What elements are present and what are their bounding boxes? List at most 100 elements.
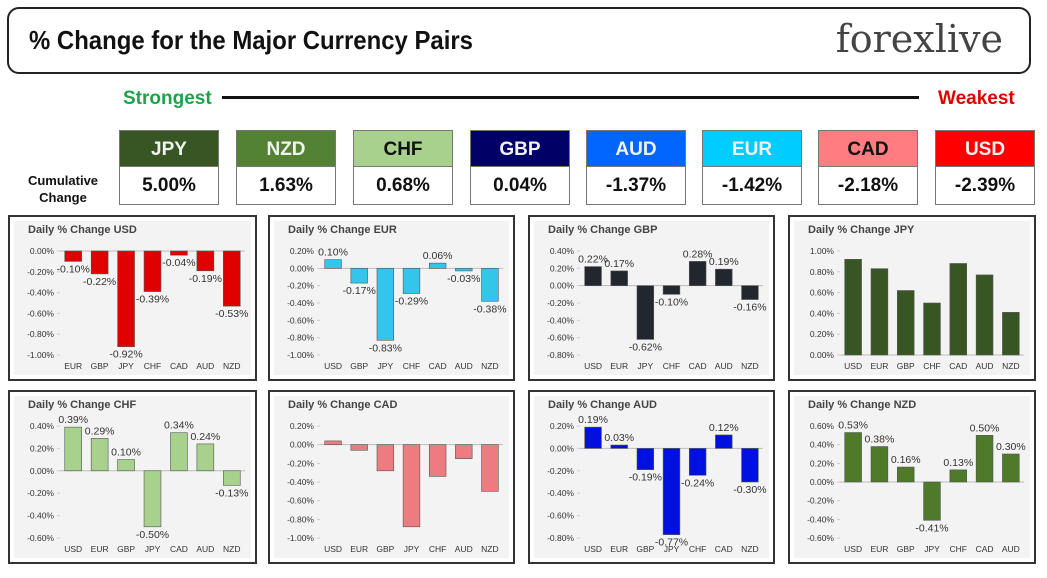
x-tick-label: USD [844,361,862,371]
value-label: 0.53% [838,420,868,432]
currency-box: USD -2.39% [935,130,1035,205]
bar [975,435,994,483]
bar [350,444,368,451]
y-tick-label: -0.60% [27,533,54,543]
x-tick-label: CAD [689,361,707,371]
y-tick-label: -0.80% [547,533,574,543]
bar [584,426,602,449]
y-tick-label: 0.20% [290,421,315,431]
x-tick-label: CHF [403,361,420,371]
bar [844,259,862,356]
value-label: 0.03% [604,432,634,444]
currency-code: JPY [119,130,219,167]
value-label: 0.10% [111,447,141,459]
currency-box: CAD -2.18% [818,130,918,205]
bar [64,426,82,472]
bar [584,266,602,286]
currency-code: GBP [470,130,570,167]
y-tick-label: -0.20% [27,488,54,498]
value-label: 0.06% [423,250,453,262]
x-tick-label: JPY [378,361,394,371]
x-tick-label: CHF [923,361,940,371]
bar [196,250,215,272]
y-tick-label: -1.00% [27,350,54,360]
y-tick-label: 0.80% [810,267,835,277]
y-tick-label: -0.20% [287,281,314,291]
y-tick-label: -0.80% [27,329,54,339]
bar [428,262,447,269]
value-label: 0.29% [85,425,115,437]
x-tick-label: CAD [429,361,447,371]
value-label: -0.13% [215,487,248,499]
value-label: 0.19% [709,256,739,268]
x-tick-label: JPY [638,361,654,371]
bar [170,250,188,256]
plot-background [274,396,509,558]
value-label: -0.10% [655,296,688,308]
value-label: 0.50% [970,422,1000,434]
bar [1002,312,1020,356]
x-tick-label: AUD [976,361,994,371]
y-tick-label: -1.00% [287,350,314,360]
y-tick-label: 0.40% [810,308,835,318]
logo: forexlive [835,17,1003,61]
chart-title: Daily % Change AUD [548,399,657,411]
y-tick-label: -0.40% [287,298,314,308]
x-tick-label: CHF [663,361,680,371]
value-label: -0.29% [395,295,428,307]
weakest-label: Weakest [938,88,1015,109]
bar [636,285,655,340]
bar [870,268,889,356]
bar [923,481,941,521]
bar [949,469,967,483]
x-tick-label: CHF [950,544,967,554]
chart-title: Daily % Change JPY [808,224,915,236]
bar [636,448,655,470]
y-tick-label: -0.60% [287,315,314,325]
x-tick-label: EUR [91,544,109,554]
value-label: 0.10% [318,247,348,259]
bar [143,250,162,292]
chart-title: Daily % Change GBP [548,224,657,236]
x-tick-label: NZD [223,361,240,371]
x-tick-label: AUD [455,361,473,371]
y-tick-label: 0.00% [290,263,315,273]
value-label: 0.38% [865,434,895,446]
chart-title: Daily % Change EUR [288,224,397,236]
bar [428,444,447,477]
value-label: 0.22% [578,254,608,266]
currency-change: -1.37% [586,167,686,205]
value-label: -0.04% [162,257,195,269]
strongest-label: Strongest [123,88,212,109]
y-tick-label: 0.20% [290,246,315,256]
x-tick-label: EUR [64,361,82,371]
y-tick-label: -1.00% [287,533,314,543]
currency-change: 0.68% [353,167,453,205]
x-tick-label: NZD [481,361,498,371]
value-label: -0.38% [473,303,506,315]
x-tick-label: EUR [350,544,368,554]
x-tick-label: JPY [118,361,134,371]
plot-background [534,396,769,558]
bar [897,466,915,483]
currency-code: CHF [353,130,453,167]
y-tick-label: 0.00% [290,440,315,450]
bar [662,285,681,295]
value-label: -0.17% [343,285,376,297]
value-label: 0.30% [996,441,1026,453]
value-label: 0.12% [709,422,739,434]
y-tick-label: 0.00% [550,281,575,291]
x-tick-label: CAD [170,544,188,554]
value-label: -0.30% [733,484,766,496]
value-label: -0.53% [215,308,248,320]
bar [870,446,889,483]
bar [223,470,241,486]
x-tick-label: NZD [741,544,758,554]
bar [376,444,395,472]
x-tick-label: CAD [170,361,188,371]
chart-title: Daily % Change CHF [28,399,136,411]
bar [196,443,215,472]
currency-box: NZD 1.63% [236,130,336,205]
bar [223,250,241,307]
